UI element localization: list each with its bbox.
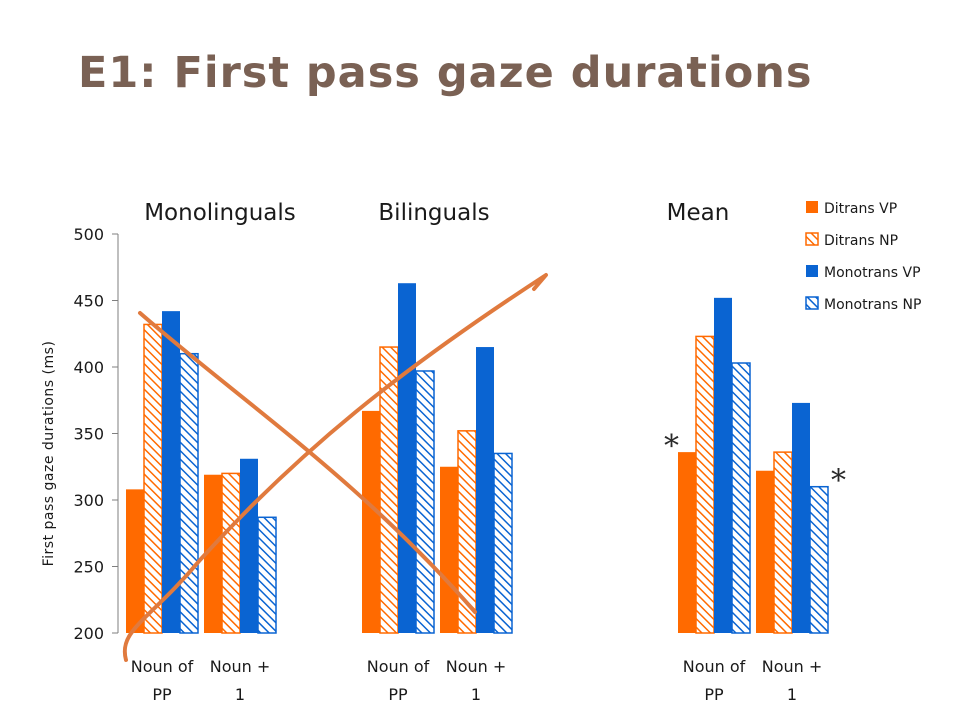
category-label: 1 <box>471 685 481 704</box>
bar <box>143 323 163 634</box>
bar <box>756 470 774 633</box>
group-label: Bilinguals <box>378 200 489 226</box>
y-axis-label: First pass gaze durations (ms) <box>41 341 57 567</box>
bar-layer <box>126 283 829 634</box>
y-tick-label: 200 <box>73 624 104 643</box>
category-label: 1 <box>235 685 245 704</box>
slide-title: E1: First pass gaze durations <box>78 48 813 98</box>
bar <box>809 485 829 634</box>
category-label: Noun of <box>131 657 194 676</box>
legend-entry: Ditrans VP <box>824 201 897 217</box>
y-tick-label: 300 <box>73 491 104 510</box>
bar <box>792 402 810 633</box>
category-label: Noun of <box>367 657 430 676</box>
bar <box>162 311 180 633</box>
bar <box>415 370 435 634</box>
significance-star: * <box>831 464 846 499</box>
bar <box>440 466 458 633</box>
annotation-stroke-descending <box>138 311 477 614</box>
group-label: Monolinguals <box>144 200 296 226</box>
bar <box>221 472 241 634</box>
y-tick-label: 350 <box>73 425 104 444</box>
bar <box>126 489 144 633</box>
annotation-stroke-ascending <box>122 273 548 662</box>
y-tick-label: 250 <box>73 558 104 577</box>
label-layer: Monolinguals Noun of PP Noun + 1 Bilinguals No… <box>131 200 846 704</box>
category-label: PP <box>388 685 408 704</box>
legend-entry: Ditrans NP <box>824 233 898 249</box>
bar <box>493 452 513 634</box>
category-label: 1 <box>787 685 797 704</box>
hand-drawn-cross-overlay <box>122 273 548 662</box>
category-label: Noun + <box>446 657 507 676</box>
legend-entry: Monotrans VP <box>824 265 921 281</box>
category-label: Noun of <box>683 657 746 676</box>
category-label: PP <box>152 685 172 704</box>
bar <box>179 352 199 634</box>
bar <box>398 283 416 633</box>
legend-entry: Monotrans NP <box>824 297 921 313</box>
legend-swatch <box>805 232 819 246</box>
bar <box>204 474 222 633</box>
y-tick-label: 450 <box>73 292 104 311</box>
bar <box>240 458 258 633</box>
axis-layer: 200 250 300 350 400 450 500 First pass gaze dur… <box>41 225 119 643</box>
category-label: Noun + <box>762 657 823 676</box>
bar <box>695 335 715 634</box>
legend-swatch <box>806 265 818 277</box>
bar <box>731 362 751 634</box>
bar <box>476 347 494 633</box>
bar <box>773 451 793 634</box>
category-label: Noun + <box>210 657 271 676</box>
bar <box>362 410 380 633</box>
y-tick-label: 500 <box>73 225 104 244</box>
legend: Ditrans VP Ditrans NP Monotrans VP Monotran… <box>805 201 921 313</box>
bar <box>714 297 732 633</box>
category-label: PP <box>704 685 724 704</box>
legend-swatch <box>805 296 819 310</box>
significance-star: * <box>664 429 679 464</box>
group-label: Mean <box>667 200 730 226</box>
legend-swatch <box>806 201 818 213</box>
bar <box>257 516 277 634</box>
y-tick-label: 400 <box>73 358 104 377</box>
bar <box>678 452 696 633</box>
